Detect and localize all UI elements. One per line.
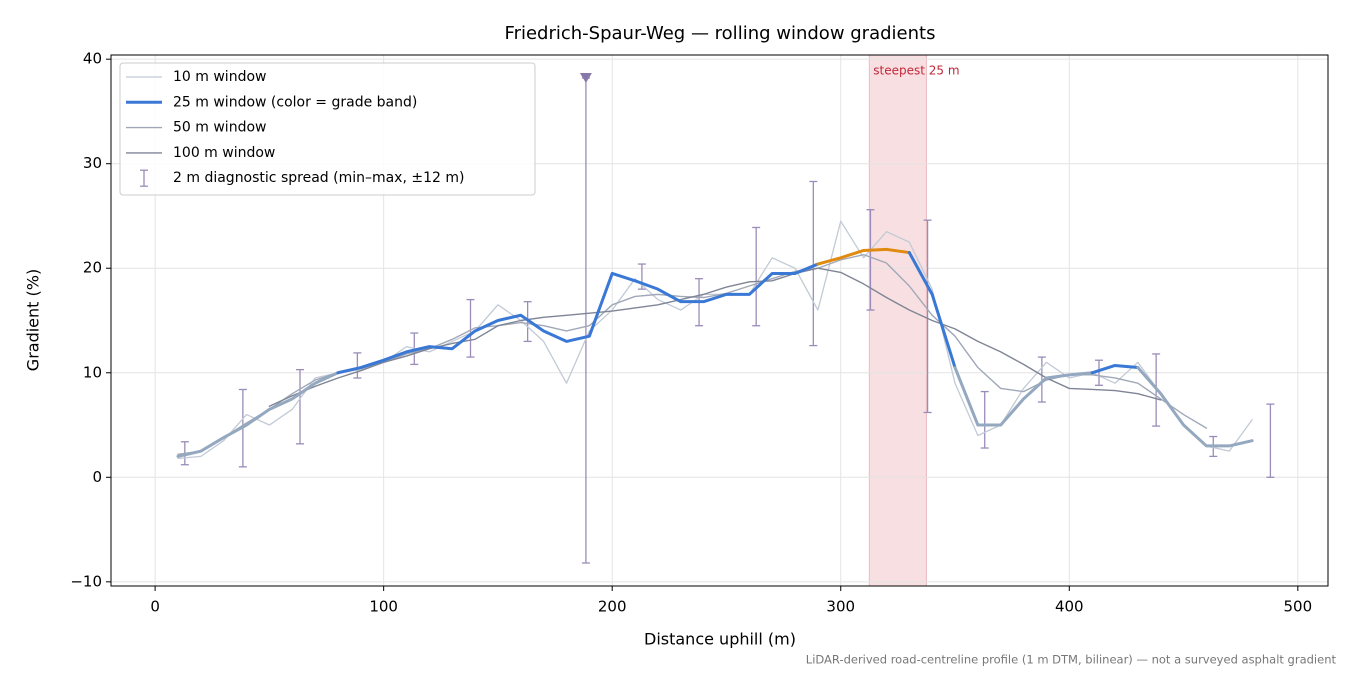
y-tick-label: 10 <box>83 363 102 381</box>
y-tick-label: −10 <box>70 572 102 590</box>
legend-label: 50 m window <box>173 120 266 136</box>
x-tick-label: 500 <box>1284 598 1313 616</box>
x-tick-label: 400 <box>1055 598 1084 616</box>
footnote: LiDAR-derived road-centreline profile (1… <box>806 653 1337 667</box>
legend-label: 100 m window <box>173 145 275 161</box>
spread-bar <box>353 352 362 379</box>
highlight-span <box>868 54 927 587</box>
series-line <box>177 253 1208 455</box>
spread-bar <box>1266 403 1275 478</box>
series-line <box>177 220 1253 460</box>
spread-bar <box>980 390 989 449</box>
legend-label: 25 m window (color = grade band) <box>173 94 417 110</box>
x-tick-label: 0 <box>150 598 160 616</box>
series-line <box>268 267 1162 407</box>
spread-bar <box>581 77 590 564</box>
legend-box <box>119 62 536 196</box>
legend-label: 10 m window <box>173 69 266 85</box>
spread-bar <box>1037 356 1046 403</box>
series-line-band <box>1136 366 1254 448</box>
series-line-band <box>953 366 1094 427</box>
spread-bar <box>466 298 475 358</box>
x-tick-label: 300 <box>826 598 855 616</box>
series-line-band <box>907 251 957 370</box>
spread-bar <box>923 219 932 414</box>
legend-label: 2 m diagnostic spread (min–max, ±12 m) <box>173 170 464 186</box>
series-line-band <box>336 262 820 375</box>
legend: 10 m window 25 m window (color = grade ba… <box>119 62 536 196</box>
x-tick-label: 100 <box>369 598 398 616</box>
x-axis-label: Distance uphill (m) <box>644 630 796 649</box>
plot-frame <box>110 54 1329 587</box>
y-axis-label: Gradient (%) <box>24 269 43 371</box>
y-tick-label: 40 <box>83 50 102 68</box>
x-tick-label: 200 <box>598 598 627 616</box>
y-tick-label: 0 <box>92 468 102 486</box>
peak-marker <box>579 72 592 83</box>
spread-bar <box>296 368 305 445</box>
series-line-band <box>176 371 340 458</box>
y-tick-label: 20 <box>83 259 102 277</box>
spread-bar <box>866 209 875 311</box>
y-tick-label: 30 <box>83 154 102 172</box>
spread-bar <box>752 226 761 327</box>
spread-bar <box>1094 359 1103 386</box>
spread-bar <box>809 180 818 347</box>
series-line-band <box>1090 363 1140 375</box>
series-line-band <box>816 247 911 266</box>
highlight-label: steepest 25 m <box>873 64 959 78</box>
chart-title: Friedrich-Spaur-Weg — rolling window gra… <box>505 23 936 44</box>
